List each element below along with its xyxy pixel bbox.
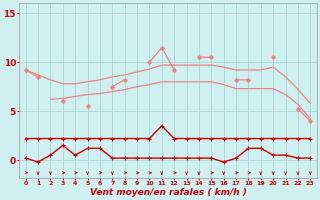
X-axis label: Vent moyen/en rafales ( km/h ): Vent moyen/en rafales ( km/h )	[90, 188, 246, 197]
